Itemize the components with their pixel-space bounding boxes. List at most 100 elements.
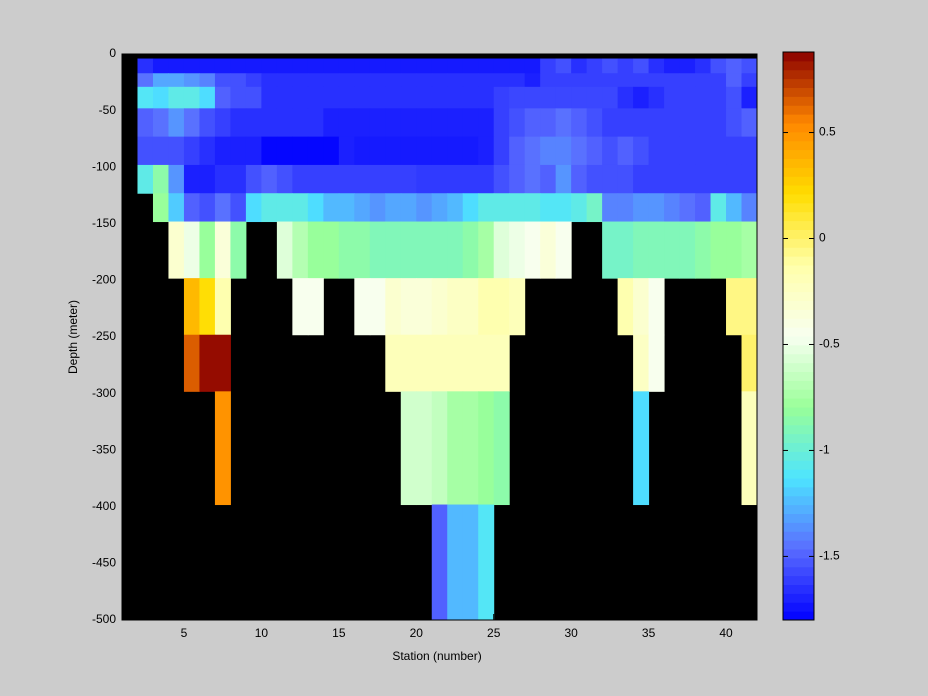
heatmap-cell xyxy=(695,193,712,223)
heatmap-cell xyxy=(385,86,402,109)
heatmap-cell xyxy=(524,108,541,138)
heatmap-cell xyxy=(199,86,216,109)
heatmap-cell xyxy=(741,136,758,166)
heatmap-cell xyxy=(695,58,712,74)
colorbar-swatch xyxy=(783,353,814,364)
heatmap-cell xyxy=(400,73,417,88)
heatmap-cell xyxy=(369,221,386,279)
heatmap-cell xyxy=(664,108,681,138)
heatmap-cell xyxy=(493,391,510,506)
heatmap-cell xyxy=(338,108,355,138)
colorbar-swatch xyxy=(783,282,814,293)
heatmap-cell xyxy=(276,86,293,109)
colorbar-swatch xyxy=(783,265,814,275)
colorbar-swatch xyxy=(783,557,814,568)
heatmap-cell xyxy=(679,86,696,109)
heatmap-cell xyxy=(555,86,572,109)
heatmap-cell xyxy=(323,73,340,88)
heatmap-cell xyxy=(307,136,324,166)
colorbar-swatch xyxy=(783,60,814,71)
heatmap-cell xyxy=(230,193,247,223)
heatmap-cell xyxy=(385,164,402,194)
heatmap-cell xyxy=(307,193,324,223)
heatmap-cell xyxy=(152,164,169,194)
heatmap-cell xyxy=(323,136,340,166)
colorbar-swatch xyxy=(783,327,814,337)
heatmap-cell xyxy=(617,86,634,109)
heatmap-cell xyxy=(695,164,712,194)
heatmap-cell xyxy=(416,108,433,138)
heatmap-cell xyxy=(245,58,262,74)
colorbar-tick-label: 0.5 xyxy=(819,125,836,139)
heatmap-cell xyxy=(385,278,402,336)
heatmap-cell xyxy=(338,193,355,223)
heatmap-cell xyxy=(710,164,727,194)
heatmap-cell xyxy=(183,164,200,194)
heatmap-cell xyxy=(726,58,743,74)
heatmap-cell xyxy=(633,164,650,194)
heatmap-cell xyxy=(462,391,479,506)
colorbar-swatch xyxy=(783,415,814,426)
heatmap-cell xyxy=(214,278,231,336)
colorbar-swatch xyxy=(783,318,814,328)
colorbar-swatch xyxy=(783,486,814,497)
heatmap-cell xyxy=(354,164,371,194)
heatmap-cell xyxy=(261,86,278,109)
heatmap-cell xyxy=(137,108,154,138)
heatmap-cell xyxy=(431,58,448,74)
heatmap-cell xyxy=(633,334,650,392)
heatmap-cell xyxy=(369,73,386,88)
heatmap-cell xyxy=(509,136,526,166)
colorbar-swatch xyxy=(783,336,814,346)
heatmap-cell xyxy=(478,278,495,336)
heatmap-cell xyxy=(214,391,231,506)
heatmap-cell xyxy=(462,334,479,392)
colorbar-tick-label: -0.5 xyxy=(819,337,840,351)
heatmap-cell xyxy=(478,108,495,138)
heatmap-cell xyxy=(261,58,278,74)
heatmap-cell xyxy=(307,221,324,279)
heatmap-cell xyxy=(602,108,619,138)
heatmap-cell xyxy=(369,86,386,109)
heatmap-cell xyxy=(555,164,572,194)
heatmap-cell xyxy=(462,221,479,279)
heatmap-cell xyxy=(602,86,619,109)
heatmap-cell xyxy=(230,136,247,166)
colorbar-swatch xyxy=(783,478,814,488)
heatmap-cell xyxy=(679,108,696,138)
colorbar-swatch xyxy=(783,460,814,470)
heatmap-cell xyxy=(354,278,371,336)
heatmap-cell xyxy=(710,108,727,138)
heatmap-cell xyxy=(292,86,309,109)
colorbar-swatch xyxy=(783,300,814,310)
heatmap-cell xyxy=(586,86,603,109)
colorbar-swatch xyxy=(783,194,814,204)
colorbar-swatch xyxy=(783,504,814,514)
heatmap-cell xyxy=(369,164,386,194)
heatmap-cell xyxy=(183,278,200,336)
colorbar-swatch xyxy=(783,309,814,319)
heatmap-cell xyxy=(338,58,355,74)
colorbar-swatch xyxy=(783,398,814,408)
heatmap-cell xyxy=(478,193,495,223)
colorbar-swatch xyxy=(783,389,814,399)
colorbar-swatch xyxy=(783,407,814,417)
colorbar-swatch xyxy=(783,273,814,284)
y-tick-label: 0 xyxy=(109,46,116,60)
heatmap-cell xyxy=(617,164,634,194)
heatmap-cell xyxy=(493,73,510,88)
plot-frame xyxy=(121,53,758,621)
heatmap-cell xyxy=(431,278,448,336)
heatmap-cell xyxy=(664,193,681,223)
heatmap-cell xyxy=(633,193,650,223)
heatmap-cell xyxy=(540,136,557,166)
heatmap-cell xyxy=(648,221,665,279)
heatmap-cell xyxy=(648,73,665,88)
heatmap-cell xyxy=(292,193,309,223)
colorbar-swatch xyxy=(783,469,814,479)
colorbar-swatch xyxy=(783,451,814,461)
colorbar-swatch xyxy=(783,247,814,257)
colorbar-swatch xyxy=(783,424,814,435)
heatmap-cell xyxy=(199,73,216,88)
heatmap-cell xyxy=(416,73,433,88)
